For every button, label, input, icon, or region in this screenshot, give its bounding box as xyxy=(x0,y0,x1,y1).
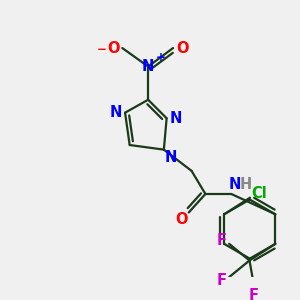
Text: Cl: Cl xyxy=(251,187,267,202)
Text: F: F xyxy=(217,273,227,288)
Text: F: F xyxy=(249,288,259,300)
Text: O: O xyxy=(176,40,189,56)
Text: F: F xyxy=(217,233,227,248)
Text: O: O xyxy=(175,212,188,227)
Text: N: N xyxy=(170,111,182,126)
Text: O: O xyxy=(107,40,119,56)
Text: N: N xyxy=(142,59,154,74)
Text: H: H xyxy=(240,177,252,192)
Text: N: N xyxy=(110,105,122,120)
Text: −: − xyxy=(97,44,107,56)
Text: N: N xyxy=(165,149,177,164)
Text: N: N xyxy=(229,177,241,192)
Text: +: + xyxy=(156,51,166,64)
